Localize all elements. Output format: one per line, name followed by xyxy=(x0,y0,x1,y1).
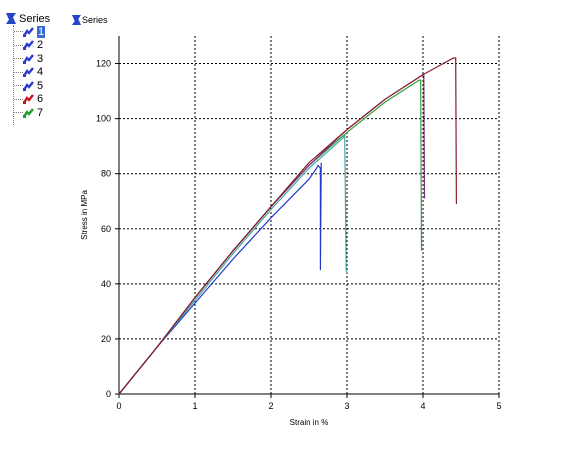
tree-root-series[interactable]: Series xyxy=(6,12,50,25)
x-tick-label: 2 xyxy=(268,401,273,411)
y-tick-label: 100 xyxy=(96,114,111,124)
series-node-icon xyxy=(22,40,34,50)
series-node-icon xyxy=(22,26,34,37)
series-node-icon xyxy=(22,107,34,118)
series-line-2 xyxy=(118,134,348,395)
tree-item-label: 1 xyxy=(37,25,46,38)
tree-item-label: 2 xyxy=(37,39,44,51)
y-tick-label: 60 xyxy=(101,224,111,234)
tree-item-label: 3 xyxy=(37,52,44,65)
tree-connector xyxy=(14,98,23,100)
tree-item-label: 6 xyxy=(37,93,44,105)
y-tick-label: 80 xyxy=(101,169,111,179)
x-axis-label: Strain in % xyxy=(290,418,329,427)
series-line-1 xyxy=(118,162,322,395)
series-line-3 xyxy=(118,79,423,395)
x-tick-label: 0 xyxy=(116,401,121,411)
tree-item-series-6[interactable]: 6 xyxy=(22,93,44,106)
y-axis-label: Stress in MPa xyxy=(80,190,89,240)
tree-connector xyxy=(13,25,14,125)
y-tick-label: 20 xyxy=(101,334,111,344)
tree-connector xyxy=(14,58,23,59)
chart-header-label: Series xyxy=(82,15,108,25)
tree-item-series-4[interactable]: 4 xyxy=(22,66,44,79)
series-icon xyxy=(72,15,81,25)
series-node-icon xyxy=(22,67,34,77)
series-node-icon xyxy=(22,80,34,91)
tree-item-series-5[interactable]: 5 xyxy=(22,79,44,92)
tree-connector xyxy=(14,112,23,113)
tree-item-series-1[interactable]: 1 xyxy=(22,25,46,38)
chart-panel: Series 0 1 2 3 4 5 0 20 40 60 80 100 120 Strain in % S… xyxy=(66,8,524,432)
tree-item-series-2[interactable]: 2 xyxy=(22,39,44,52)
series-line-5 xyxy=(118,57,457,395)
x-tick-label: 5 xyxy=(496,401,501,411)
y-tick-label: 120 xyxy=(96,59,111,69)
stress-strain-chart: 0 1 2 3 4 5 0 20 40 60 80 100 120 Strain in % Stress i… xyxy=(80,36,502,427)
series-node-icon xyxy=(22,94,34,104)
tree-connector xyxy=(14,71,23,73)
chart-header: Series xyxy=(72,15,108,25)
tree-item-label: 7 xyxy=(37,106,44,119)
tree-item-series-3[interactable]: 3 xyxy=(22,52,44,65)
tree-item-series-7[interactable]: 7 xyxy=(22,106,44,119)
x-tick-label: 3 xyxy=(344,401,349,411)
tree-root-label: Series xyxy=(19,12,51,25)
series-line-4 xyxy=(118,73,426,395)
series-node-icon xyxy=(22,53,34,64)
y-tick-label: 0 xyxy=(106,389,111,399)
x-tick-label: 1 xyxy=(192,401,197,411)
tree-connector xyxy=(14,85,23,86)
y-tick-label: 40 xyxy=(101,279,111,289)
x-tick-label: 4 xyxy=(420,401,425,411)
series-folder-icon xyxy=(6,13,16,24)
tree-item-label: 4 xyxy=(37,66,44,78)
tree-item-label: 5 xyxy=(37,79,44,92)
tree-connector xyxy=(14,31,23,32)
tree-connector xyxy=(14,44,23,46)
